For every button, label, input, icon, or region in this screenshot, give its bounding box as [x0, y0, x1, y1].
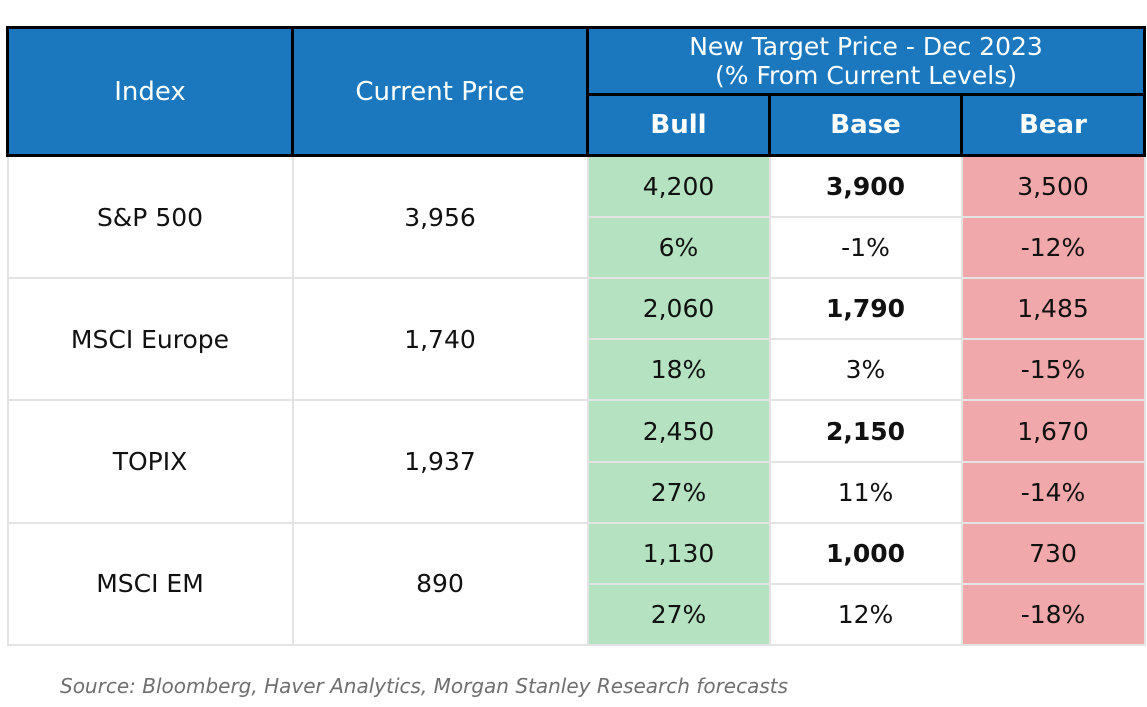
bull-pct-cell: 18%	[586, 338, 771, 402]
table-row: 6% -1% -12%	[8, 216, 1146, 280]
bull-target-cell: 1,130	[586, 521, 771, 585]
header-target-line2: (% From Current Levels)	[715, 61, 1017, 90]
table-row: 18% 3% -15%	[8, 338, 1146, 402]
base-pct-cell: 3%	[768, 338, 963, 402]
bull-pct-cell: 27%	[586, 582, 771, 647]
header-target-line1: New Target Price - Dec 2023	[689, 32, 1043, 61]
current-price-cell: 1,740	[291, 277, 589, 402]
bear-pct-cell: -18%	[960, 582, 1146, 647]
index-name-cell: MSCI Europe	[6, 277, 294, 402]
table-row: MSCI EM 890 1,130 1,000 730	[6, 521, 1146, 647]
base-target-cell: 1,000	[768, 521, 963, 585]
base-target-cell: 1,790	[768, 277, 963, 341]
header-current-price: Current Price	[291, 26, 589, 157]
table-row: S&P 500 3,956 4,200 3,900 3,500	[6, 155, 1146, 280]
bear-target-cell: 1,485	[960, 277, 1146, 341]
index-name-cell: MSCI EM	[6, 521, 294, 647]
bull-pct-cell: 6%	[586, 216, 771, 280]
table-row: 27% 12% -18%	[8, 582, 1146, 647]
table-row: 27% 11% -14%	[8, 460, 1146, 524]
base-pct-cell: 11%	[768, 460, 963, 524]
header-base: Base	[768, 93, 963, 157]
header-bear: Bear	[960, 93, 1146, 157]
header-target-group: New Target Price - Dec 2023 (% From Curr…	[586, 26, 1146, 96]
base-target-cell: 3,900	[768, 155, 963, 219]
bull-target-cell: 2,060	[586, 277, 771, 341]
base-pct-cell: 12%	[768, 582, 963, 647]
bear-target-cell: 730	[960, 521, 1146, 585]
bull-target-cell: 4,200	[586, 155, 771, 219]
header-index: Index	[6, 26, 294, 157]
current-price-cell: 1,937	[291, 399, 589, 524]
target-price-table: Index Current Price New Target Price - D…	[6, 26, 1146, 647]
index-name-cell: TOPIX	[6, 399, 294, 524]
bear-pct-cell: -15%	[960, 338, 1146, 402]
header-bull: Bull	[586, 93, 771, 157]
table-row: MSCI Europe 1,740 2,060 1,790 1,485	[6, 277, 1146, 402]
base-pct-cell: -1%	[768, 216, 963, 280]
bear-target-cell: 1,670	[960, 399, 1146, 463]
source-note: Source: Bloomberg, Haver Analytics, Morg…	[60, 674, 789, 698]
index-name-cell: S&P 500	[6, 155, 294, 280]
bull-target-cell: 2,450	[586, 399, 771, 463]
current-price-cell: 3,956	[291, 155, 589, 280]
bear-target-cell: 3,500	[960, 155, 1146, 219]
bear-pct-cell: -12%	[960, 216, 1146, 280]
table-row: TOPIX 1,937 2,450 2,150 1,670	[6, 399, 1146, 524]
bear-pct-cell: -14%	[960, 460, 1146, 524]
current-price-cell: 890	[291, 521, 589, 647]
base-target-cell: 2,150	[768, 399, 963, 463]
bull-pct-cell: 27%	[586, 460, 771, 524]
